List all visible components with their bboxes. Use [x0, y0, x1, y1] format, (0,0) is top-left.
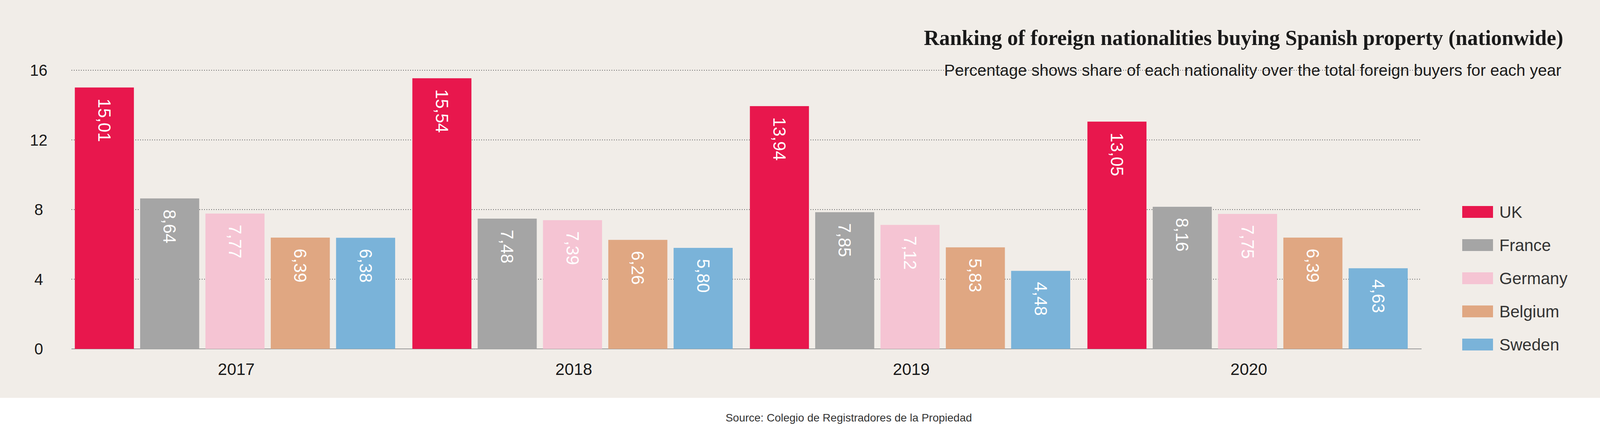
legend-label: France — [1499, 236, 1552, 255]
background — [0, 0, 1600, 398]
legend-label: Sweden — [1499, 335, 1560, 355]
data-label: 7,39 — [562, 231, 583, 266]
bar — [477, 218, 537, 349]
data-label: 4,63 — [1368, 279, 1389, 314]
bar — [880, 225, 940, 349]
source: Source: Colegio de Registradores de la P… — [725, 411, 972, 424]
bar — [1087, 121, 1147, 349]
legend-swatch — [1462, 272, 1494, 285]
x-tick-label: 2017 — [217, 360, 255, 379]
bar — [673, 247, 733, 349]
grid-line — [71, 69, 1422, 71]
data-label: 6,39 — [1303, 248, 1323, 283]
title: Ranking of foreign nationalities buying … — [923, 26, 1564, 50]
bar — [945, 247, 1006, 349]
legend-label: Germany — [1499, 269, 1568, 288]
chart: Ranking of foreign nationalities buying … — [0, 0, 1600, 429]
data-label: 7,75 — [1237, 225, 1258, 259]
y-tick-label: 16 — [30, 61, 48, 79]
bar — [542, 220, 603, 349]
data-label: 15,54 — [432, 89, 452, 133]
bar — [140, 198, 200, 349]
data-label: 6,38 — [356, 248, 376, 283]
bar — [750, 106, 810, 349]
y-tick-label: 0 — [34, 340, 44, 358]
legend-swatch — [1462, 239, 1494, 252]
grid-line — [71, 139, 1422, 141]
data-label: 8,64 — [159, 209, 180, 244]
legend-label: UK — [1499, 202, 1523, 222]
y-tick-label: 12 — [30, 131, 48, 149]
bar — [1152, 206, 1212, 349]
data-label: 6,39 — [290, 248, 310, 283]
data-label: 15,01 — [94, 98, 115, 143]
data-label: 5,83 — [965, 258, 985, 293]
x-tick-label: 2020 — [1230, 360, 1268, 379]
data-label: 8,16 — [1172, 217, 1192, 252]
bar — [1348, 268, 1408, 349]
bar — [75, 87, 135, 349]
bars — [75, 78, 1408, 349]
y-tick-label: 8 — [34, 200, 44, 219]
bar — [1217, 213, 1278, 349]
grid-line — [71, 209, 1422, 211]
data-label: 6,26 — [628, 251, 648, 286]
bar — [608, 240, 668, 349]
bar — [270, 237, 331, 349]
x-tick-label: 2018 — [555, 360, 593, 379]
legend-swatch — [1462, 206, 1494, 218]
x-tick-label: 2019 — [892, 360, 930, 379]
range-guide — [71, 70, 1422, 349]
data-label: 13,94 — [769, 117, 790, 161]
bar — [412, 78, 472, 349]
legend-swatch — [1462, 338, 1494, 351]
data-labels: 15,01 8,64 7,77 6,39 6,38 15,54 7,48 7,39 6,26 5,… — [94, 89, 1389, 316]
data-label: 7,85 — [834, 223, 855, 258]
bar — [815, 212, 875, 349]
bar — [335, 237, 396, 349]
data-label: 7,77 — [225, 224, 245, 259]
bar — [1011, 270, 1071, 349]
data-label: 7,48 — [497, 229, 517, 264]
data-label: 13,05 — [1107, 132, 1127, 177]
data-label: 4,48 — [1031, 281, 1051, 316]
y-tick-label: 4 — [34, 270, 44, 289]
legend-swatch — [1462, 305, 1494, 318]
bar — [1283, 237, 1343, 349]
legend-label: Belgium — [1499, 302, 1560, 321]
bar — [205, 213, 265, 349]
data-label: 5,80 — [693, 258, 713, 293]
data-label: 7,12 — [900, 236, 920, 271]
subtitle: Percentage shows share of each nationali… — [944, 61, 1562, 80]
